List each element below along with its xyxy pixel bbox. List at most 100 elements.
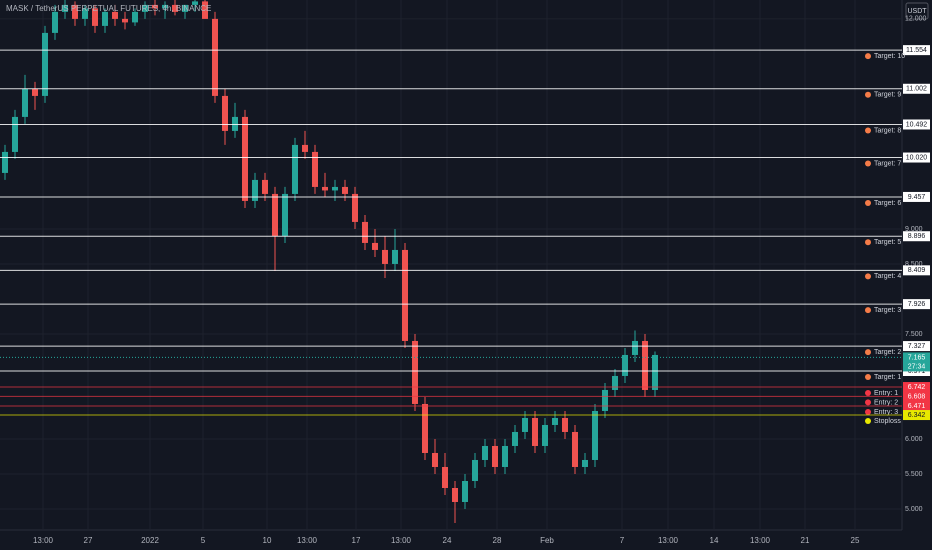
candle-body bbox=[522, 417, 528, 432]
candle-body bbox=[562, 417, 568, 432]
currency-box[interactable] bbox=[905, 2, 929, 20]
level-price-label: 7.327 bbox=[908, 343, 926, 350]
level-name: Target: 6 bbox=[874, 200, 901, 207]
candle-body bbox=[392, 249, 398, 264]
x-tick-label: 14 bbox=[710, 536, 719, 545]
candle-body bbox=[382, 249, 388, 264]
level-price-label: 10.020 bbox=[906, 154, 928, 161]
candle-body bbox=[222, 95, 228, 131]
candle-body bbox=[652, 354, 658, 390]
x-tick-label: 2022 bbox=[141, 536, 159, 545]
candle-body bbox=[2, 151, 8, 173]
candle-body bbox=[202, 1, 208, 19]
level-price-label: 10.492 bbox=[906, 121, 928, 128]
level-price-label: 7.926 bbox=[908, 301, 926, 308]
candle-body bbox=[482, 445, 488, 460]
candle-body bbox=[132, 11, 138, 23]
candle-body bbox=[102, 11, 108, 26]
level-price-box bbox=[903, 119, 930, 130]
x-tick-label: Feb bbox=[540, 536, 554, 545]
candle-body bbox=[192, 1, 198, 5]
candle-body bbox=[112, 11, 118, 19]
level-price-box bbox=[903, 83, 930, 94]
level-price-box bbox=[903, 401, 930, 412]
candle-body bbox=[412, 340, 418, 404]
level-price-box bbox=[903, 45, 930, 56]
candle-body bbox=[182, 4, 188, 12]
level-price-label: 8.896 bbox=[908, 233, 926, 240]
candle-body bbox=[512, 431, 518, 446]
level-price-label: 6.742 bbox=[908, 384, 926, 391]
candle-body bbox=[302, 144, 308, 152]
x-tick-label: 13:00 bbox=[33, 536, 54, 545]
last-price-label: 7.165 bbox=[908, 354, 926, 361]
candle-body bbox=[252, 179, 258, 201]
candle-body bbox=[62, 4, 68, 12]
candle-body bbox=[422, 403, 428, 453]
y-tick-label: 5.500 bbox=[905, 471, 923, 478]
level-icon bbox=[865, 307, 871, 314]
candle-body bbox=[592, 410, 598, 460]
candle-body bbox=[32, 88, 38, 96]
candle-body bbox=[452, 487, 458, 502]
candle-body bbox=[12, 116, 18, 152]
level-name: Target: 8 bbox=[874, 127, 901, 134]
level-icon bbox=[865, 273, 871, 280]
candle-body bbox=[572, 431, 578, 467]
level-price-label: 6.342 bbox=[908, 412, 926, 419]
level-icon bbox=[865, 390, 871, 397]
candle-body bbox=[162, 4, 168, 9]
candle-body bbox=[282, 193, 288, 236]
x-tick-label: 7 bbox=[620, 536, 625, 545]
candle-body bbox=[462, 480, 468, 502]
candle-body bbox=[292, 144, 298, 194]
candle-body bbox=[642, 340, 648, 390]
candle-body bbox=[142, 4, 148, 12]
y-tick-label: 12.000 bbox=[905, 16, 927, 23]
level-icon bbox=[865, 199, 871, 206]
level-price-label: 9.457 bbox=[908, 194, 926, 201]
candle-body bbox=[492, 445, 498, 467]
candle-body bbox=[602, 389, 608, 411]
candle-body bbox=[552, 417, 558, 425]
x-tick-label: 10 bbox=[263, 536, 272, 545]
level-icon bbox=[865, 409, 871, 416]
candle-body bbox=[332, 186, 338, 191]
level-icon bbox=[865, 91, 871, 98]
level-icon bbox=[865, 239, 871, 246]
level-name: Entry: 2 bbox=[874, 399, 898, 406]
candle-body bbox=[612, 375, 618, 390]
x-tick-label: 17 bbox=[352, 536, 361, 545]
y-tick-label: 9.000 bbox=[905, 226, 923, 233]
candle-body bbox=[442, 466, 448, 488]
candle-body bbox=[212, 18, 218, 96]
candle-body bbox=[532, 417, 538, 446]
y-tick-label: 8.500 bbox=[905, 261, 923, 268]
candle-body bbox=[92, 8, 98, 26]
level-price-label: 11.554 bbox=[906, 47, 927, 54]
candle-body bbox=[22, 88, 28, 117]
candle-body bbox=[312, 151, 318, 187]
level-price-box bbox=[903, 299, 930, 310]
candle-body bbox=[432, 452, 438, 467]
candle-body bbox=[152, 4, 158, 9]
candle-body bbox=[322, 186, 328, 191]
candle-body bbox=[502, 445, 508, 467]
candle-body bbox=[372, 242, 378, 250]
x-tick-label: 13:00 bbox=[297, 536, 318, 545]
candle-body bbox=[622, 354, 628, 376]
candle-body bbox=[172, 4, 178, 12]
countdown: 27:34 bbox=[908, 363, 926, 370]
level-name: Target: 7 bbox=[874, 160, 901, 167]
level-price-box bbox=[903, 391, 930, 402]
x-tick-label: 28 bbox=[493, 536, 502, 545]
level-price-box bbox=[903, 341, 930, 352]
level-icon bbox=[865, 399, 871, 406]
level-name: Target: 3 bbox=[874, 307, 901, 314]
candle-body bbox=[262, 179, 268, 194]
currency[interactable]: USDT bbox=[907, 8, 927, 15]
candle-body bbox=[582, 459, 588, 467]
last-price-box bbox=[903, 352, 930, 372]
